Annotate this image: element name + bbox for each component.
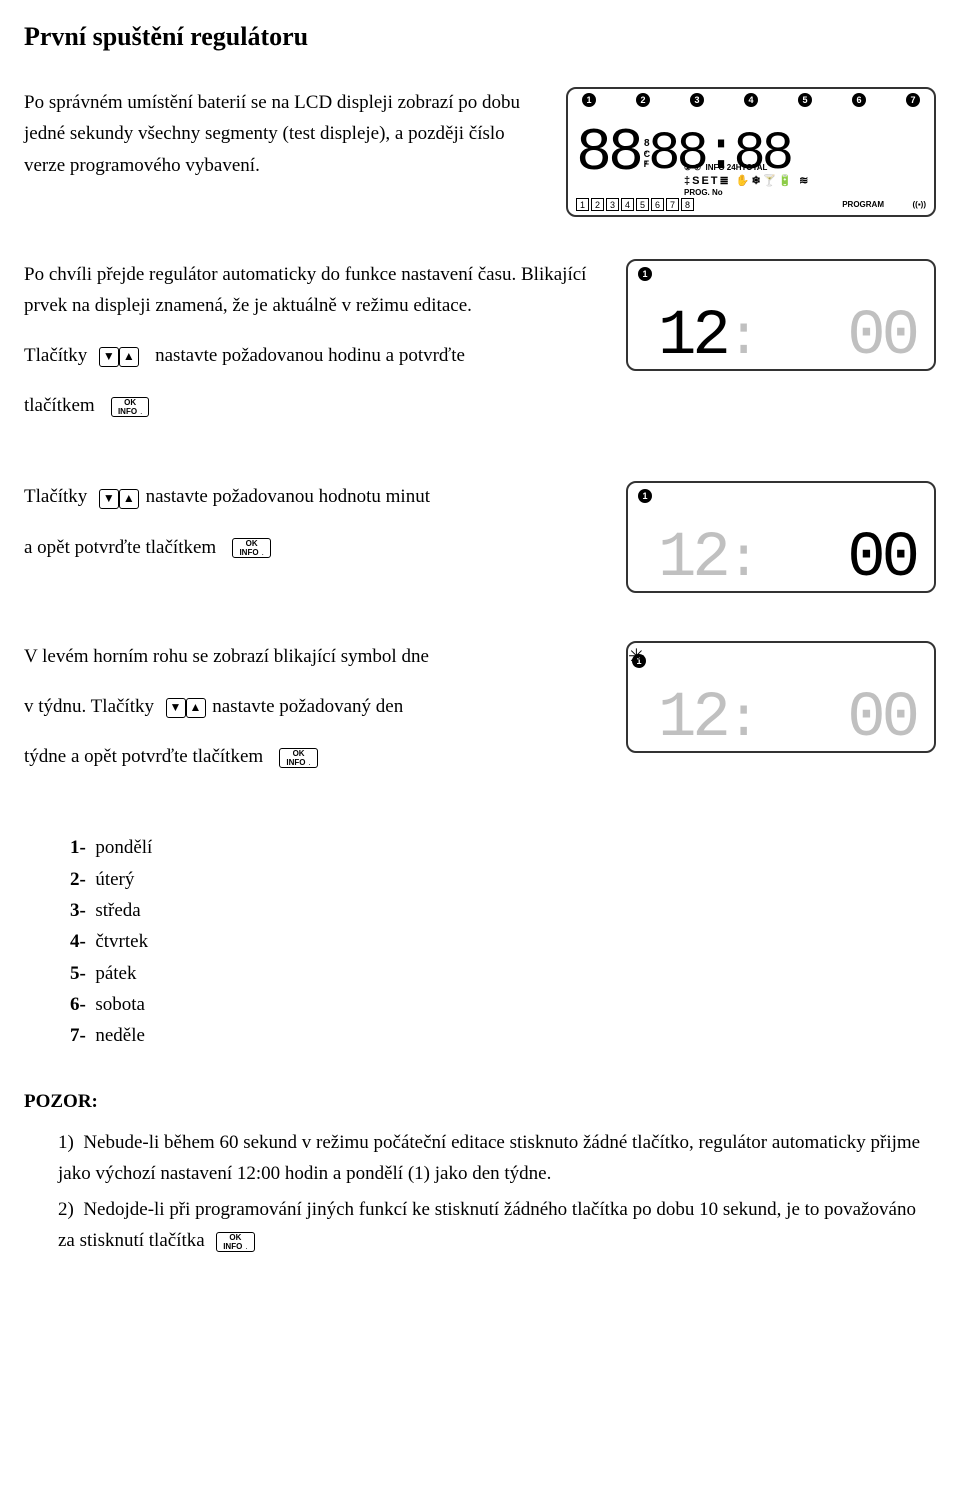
notice-heading: POZOR: xyxy=(24,1086,936,1117)
arrow-buttons-icon: ▼▲ xyxy=(99,482,139,513)
notice-list: 1) Nebude-li během 60 sekund v režimu po… xyxy=(58,1127,936,1256)
program-box: 8 xyxy=(681,198,694,211)
arrow-buttons-icon: ▼▲ xyxy=(99,341,139,372)
sec2-line1: Tlačítky ▼▲ nastavte požadovanou hodnotu… xyxy=(24,481,606,513)
program-box: 7 xyxy=(666,198,679,211)
days-list-item: 6- sobota xyxy=(70,989,936,1020)
notice-item-2: 2) Nedojde-li při programování jiných fu… xyxy=(58,1194,936,1257)
lcd-day-illustration: ✳ 1 12: 00 xyxy=(626,641,936,753)
lcd-minutes-illustration: 1 12: 00 xyxy=(626,481,936,593)
lcd-full-illustration: 1234567 88 8 °C °F 88:88 ①-⑦ INFO 24HTOT… xyxy=(566,87,936,217)
blink-icon: ✳ xyxy=(628,641,645,674)
program-box: 5 xyxy=(636,198,649,211)
days-list-item: 5- pátek xyxy=(70,958,936,989)
days-list-item: 3- středa xyxy=(70,895,936,926)
program-box: 3 xyxy=(606,198,619,211)
sec1-line2: Tlačítky ▼▲ nastavte požadovanou hodinu … xyxy=(24,340,606,372)
days-list-item: 2- úterý xyxy=(70,864,936,895)
page-title: První spuštění regulátoru xyxy=(24,16,936,59)
sec1-paragraph: Po chvíli přejde regulátor automaticky d… xyxy=(24,259,606,322)
days-list-item: 1- pondělí xyxy=(70,832,936,863)
indicator-dot: 7 xyxy=(906,93,920,107)
arrow-buttons-icon: ▼▲ xyxy=(166,692,206,723)
days-list: 1- pondělí2- úterý3- středa4- čtvrtek5- … xyxy=(70,832,936,1051)
program-box: 6 xyxy=(651,198,664,211)
days-list-item: 7- neděle xyxy=(70,1020,936,1051)
intro-paragraph: Po správném umístění baterií se na LCD d… xyxy=(24,87,546,181)
sec3-line3: týdne a opět potvrďte tlačítkem OKINFO xyxy=(24,741,606,772)
notice-item-1: 1) Nebude-li během 60 sekund v režimu po… xyxy=(58,1127,936,1190)
ok-button-icon: OKINFO xyxy=(232,538,270,558)
program-box: 2 xyxy=(591,198,604,211)
ok-button-icon: OKINFO xyxy=(279,748,317,768)
sec2-line2: a opět potvrďte tlačítkem OKINFO xyxy=(24,532,606,563)
lcd-hours-illustration: 1 12: 00 xyxy=(626,259,936,371)
program-box: 1 xyxy=(576,198,589,211)
sec3-line2: v týdnu. Tlačítky ▼▲ nastavte požadovaný… xyxy=(24,691,606,723)
indicator-dot: 5 xyxy=(798,93,812,107)
program-box: 4 xyxy=(621,198,634,211)
sec3-line1: V levém horním rohu se zobrazí blikající… xyxy=(24,641,606,672)
days-list-item: 4- čtvrtek xyxy=(70,926,936,957)
ok-button-icon: OKINFO xyxy=(111,397,149,417)
indicator-dot: 6 xyxy=(852,93,866,107)
sec1-line3: tlačítkem OKINFO xyxy=(24,390,606,421)
ok-button-icon: OKINFO xyxy=(216,1232,254,1252)
